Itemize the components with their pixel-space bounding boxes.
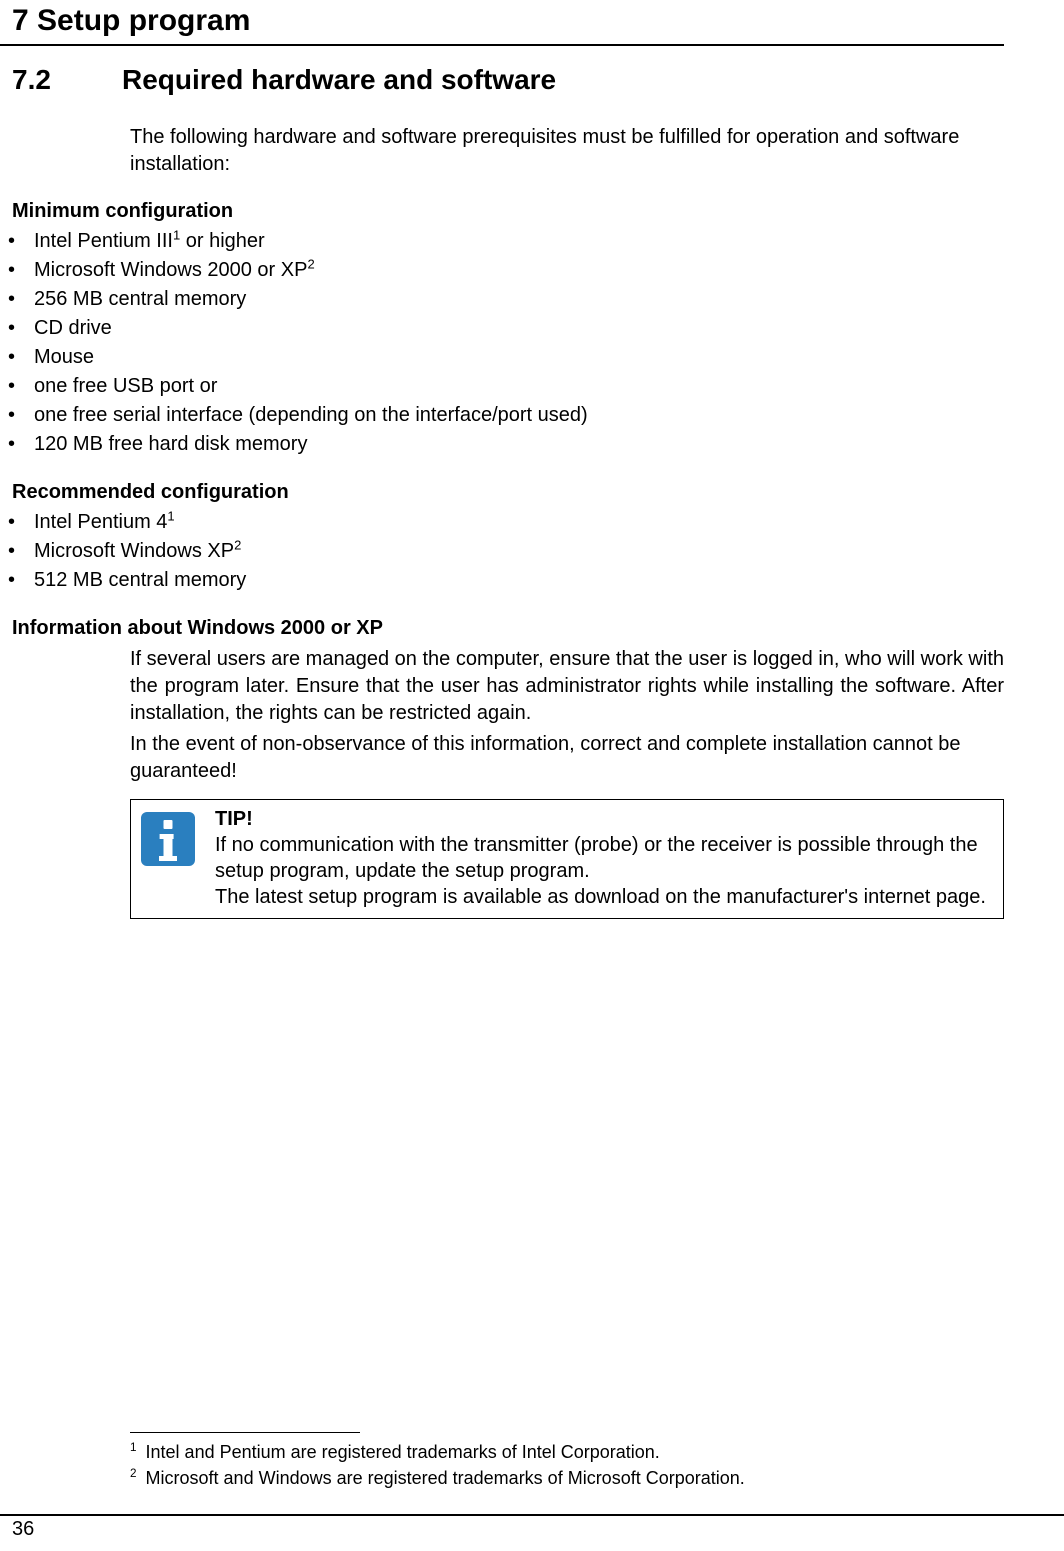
chapter-title: 7 Setup program — [0, 0, 1004, 38]
list-item: Mouse — [0, 343, 1004, 372]
intro-paragraph: The following hardware and software prer… — [130, 124, 1004, 178]
list-item: Intel Pentium 41 — [0, 508, 1004, 537]
list-item: Microsoft Windows XP2 — [0, 537, 1004, 566]
tip-box: TIP! If no communication with the transm… — [130, 799, 1004, 919]
min-config-heading: Minimum configuration — [0, 200, 1004, 223]
rule-top — [0, 44, 1004, 46]
rec-config-heading: Recommended configuration — [0, 481, 1004, 504]
list-item: one free USB port or — [0, 372, 1004, 401]
footnote-1: 1 Intel and Pentium are registered trade… — [130, 1439, 1004, 1465]
page-number: 36 — [0, 1516, 1064, 1541]
list-item: 512 MB central memory — [0, 566, 1004, 595]
item-text: Intel Pentium III — [34, 230, 173, 252]
footnote-ref: 2 — [234, 537, 241, 552]
list-item: 120 MB free hard disk memory — [0, 430, 1004, 459]
footnote-marker: 2 — [130, 1467, 137, 1480]
item-text: Microsoft Windows XP — [34, 540, 234, 562]
tip-line-2: The latest setup program is available as… — [215, 884, 993, 910]
footnote-marker: 1 — [130, 1441, 137, 1454]
page-footer: 36 — [0, 1514, 1064, 1541]
item-text: or higher — [180, 230, 265, 252]
tip-icon-wrap — [141, 806, 205, 910]
info-paragraph-1: If several users are managed on the comp… — [130, 646, 1004, 727]
tip-line-1: If no communication with the transmitter… — [215, 832, 993, 884]
info-paragraph-2: In the event of non-observance of this i… — [130, 731, 1004, 785]
footnote-ref: 2 — [307, 256, 314, 271]
section-heading: 7.2 Required hardware and software — [0, 64, 1004, 96]
footnote-rule — [130, 1432, 360, 1433]
footnotes: 1 Intel and Pentium are registered trade… — [130, 1432, 1004, 1491]
info-icon — [141, 812, 195, 866]
list-item: CD drive — [0, 314, 1004, 343]
list-item: 256 MB central memory — [0, 285, 1004, 314]
rec-config-list: Intel Pentium 41 Microsoft Windows XP2 5… — [0, 508, 1004, 595]
page: 7 Setup program 7.2 Required hardware an… — [0, 0, 1064, 1551]
tip-text: TIP! If no communication with the transm… — [205, 806, 993, 910]
footnote-text: Intel and Pentium are registered tradema… — [146, 1442, 660, 1462]
info-heading: Information about Windows 2000 or XP — [0, 617, 1004, 640]
footnote-2: 2 Microsoft and Windows are registered t… — [130, 1465, 1004, 1491]
footnote-ref: 1 — [167, 508, 174, 523]
min-config-list: Intel Pentium III1 or higher Microsoft W… — [0, 227, 1004, 459]
footnote-text: Microsoft and Windows are registered tra… — [146, 1468, 745, 1488]
section-title: Required hardware and software — [122, 64, 556, 96]
item-text: Intel Pentium 4 — [34, 511, 167, 533]
section-number: 7.2 — [12, 64, 122, 96]
item-text: Microsoft Windows 2000 or XP — [34, 259, 307, 281]
list-item: Intel Pentium III1 or higher — [0, 227, 1004, 256]
tip-label: TIP! — [215, 806, 993, 832]
list-item: Microsoft Windows 2000 or XP2 — [0, 256, 1004, 285]
list-item: one free serial interface (depending on … — [0, 401, 1004, 430]
